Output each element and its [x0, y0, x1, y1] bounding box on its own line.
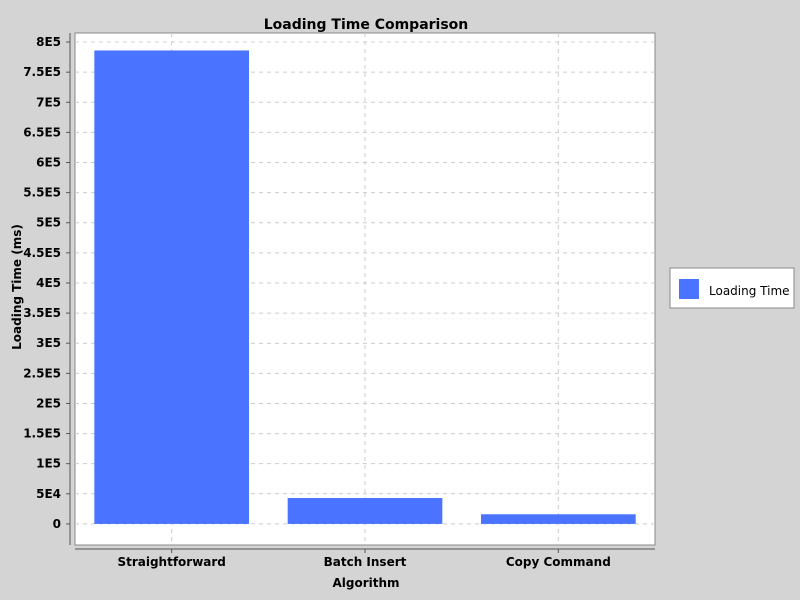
y-tick-label: 2E5 [36, 396, 61, 410]
y-tick-label: 1.5E5 [23, 427, 61, 441]
legend: Loading Time [669, 267, 795, 309]
y-tick-label: 6.5E5 [23, 125, 61, 139]
y-tick-label: 4.5E5 [23, 246, 61, 260]
legend-label: Loading Time [709, 284, 790, 298]
y-tick-label: 1E5 [36, 457, 61, 471]
y-axis: 0 5E4 1E5 1.5E5 2E5 2.5E5 3E5 3.5E5 4E5 4.5E5 5E5 5… [23, 35, 70, 531]
y-tick-label: 5.5E5 [23, 186, 61, 200]
y-axis-label: Loading Time (ms) [10, 224, 24, 350]
x-axis-label: Algorithm [332, 576, 399, 590]
y-tick-label: 8E5 [36, 35, 61, 49]
bars [94, 50, 636, 524]
y-tick-label: 7.5E5 [23, 65, 61, 79]
y-tick-label: 7E5 [36, 95, 61, 109]
y-tick-label: 3E5 [36, 336, 61, 350]
x-axis: Straightforward Batch Insert Copy Command [117, 549, 611, 569]
y-tick-label: 5E4 [36, 487, 61, 501]
legend-swatch [679, 279, 699, 299]
y-tick-label: 6E5 [36, 156, 61, 170]
y-tick-label: 4E5 [36, 276, 61, 290]
y-tick-label: 2.5E5 [23, 366, 61, 380]
x-tick-label: Straightforward [117, 555, 225, 569]
y-tick-label: 0 [53, 517, 61, 531]
x-tick-label: Copy Command [506, 555, 611, 569]
bar [94, 50, 249, 524]
bar [481, 514, 636, 524]
x-tick-label: Batch Insert [324, 555, 407, 569]
bar [287, 498, 443, 524]
y-tick-label: 5E5 [36, 216, 61, 230]
chart-title: Loading Time Comparison [264, 17, 469, 33]
y-tick-label: 3.5E5 [23, 306, 61, 320]
